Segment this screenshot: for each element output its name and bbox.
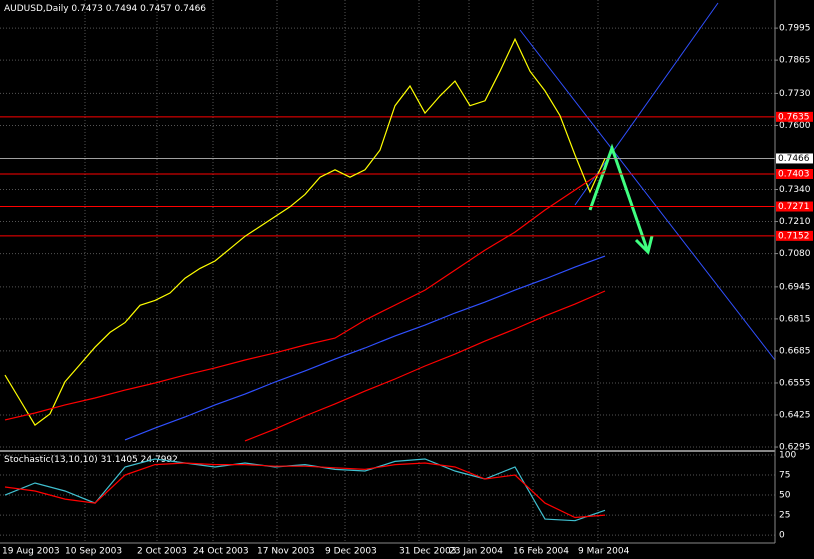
level-box xyxy=(776,111,813,122)
y-tick-label: 0.6685 xyxy=(779,346,811,356)
x-tick-label: 2 Oct 2003 xyxy=(137,547,187,557)
y-tick-label: 0.6425 xyxy=(779,411,811,421)
price-label: 0.7466 xyxy=(778,154,810,164)
level-box xyxy=(776,201,813,212)
x-tick-label: 31 Dec 2003 xyxy=(399,547,457,557)
price-line-series xyxy=(4,169,606,421)
forecast-arrow xyxy=(588,143,650,253)
ohlc: 0.7473 0.7494 0.7457 0.7466 xyxy=(71,4,206,14)
y-tick-label: 25 xyxy=(779,511,790,521)
stoch-main: 31.1405 xyxy=(101,455,138,465)
y-tick-label: 0.7210 xyxy=(779,217,811,227)
ohlc-value: 0.7494 xyxy=(106,4,138,14)
price-line-series xyxy=(124,255,606,441)
y-tick-label: 0.6945 xyxy=(779,282,811,292)
y-tick-label: 0.7340 xyxy=(779,185,811,195)
x-tick-label: 10 Sep 2003 xyxy=(65,547,122,557)
x-tick-label: 9 Dec 2003 xyxy=(325,547,377,557)
x-tick-label: 19 Aug 2003 xyxy=(2,547,60,557)
x-tick-label: 16 Feb 2004 xyxy=(513,547,569,557)
y-tick-label: 100 xyxy=(779,450,796,460)
separator xyxy=(0,450,775,452)
y-tick-label: 0.7600 xyxy=(779,121,811,131)
level-label: 0.7271 xyxy=(778,202,810,212)
stoch-line xyxy=(4,462,606,519)
trendline xyxy=(519,29,776,361)
level-label: 0.7152 xyxy=(778,231,810,241)
y-tick-label: 75 xyxy=(779,471,790,481)
x-tick-label: 9 Mar 2004 xyxy=(578,547,630,557)
arrow-head xyxy=(634,235,654,255)
y-tick-label: 0.6815 xyxy=(779,314,811,324)
y-tick-label: 0.6295 xyxy=(779,443,811,453)
ohlc-value: 0.7473 xyxy=(71,4,103,14)
x-tick-label: 17 Nov 2003 xyxy=(257,547,315,557)
ohlc-value: 0.7466 xyxy=(175,4,207,14)
x-tick-label: 24 Oct 2003 xyxy=(193,547,249,557)
y-tick-label: 50 xyxy=(779,491,791,501)
y-tick-label: 0 xyxy=(779,531,785,541)
y-tick-label: 0.6555 xyxy=(779,378,811,388)
grid xyxy=(0,0,775,543)
price-line-series xyxy=(4,37,606,426)
y-tick-label: 0.7865 xyxy=(779,56,811,66)
symbol: AUDUSD,Daily xyxy=(4,4,69,14)
level-box xyxy=(776,168,813,179)
y-tick-label: 0.7730 xyxy=(779,89,811,99)
stoch-name: Stochastic(13,10,10) xyxy=(4,455,98,465)
level-label: 0.7403 xyxy=(778,169,810,179)
price-line-series xyxy=(244,290,606,442)
stoch-line xyxy=(4,458,606,522)
level-box xyxy=(776,230,813,241)
chart-title: AUDUSD,Daily 0.7473 0.7494 0.7457 0.7466 xyxy=(4,4,206,14)
price-box xyxy=(776,153,813,164)
x-tick-label: 23 Jan 2004 xyxy=(449,547,503,557)
ohlc-value: 0.7457 xyxy=(140,4,172,14)
level-label: 0.7635 xyxy=(778,112,810,122)
y-tick-label: 0.7995 xyxy=(779,24,811,34)
y-tick-label: 0.7080 xyxy=(779,249,811,259)
